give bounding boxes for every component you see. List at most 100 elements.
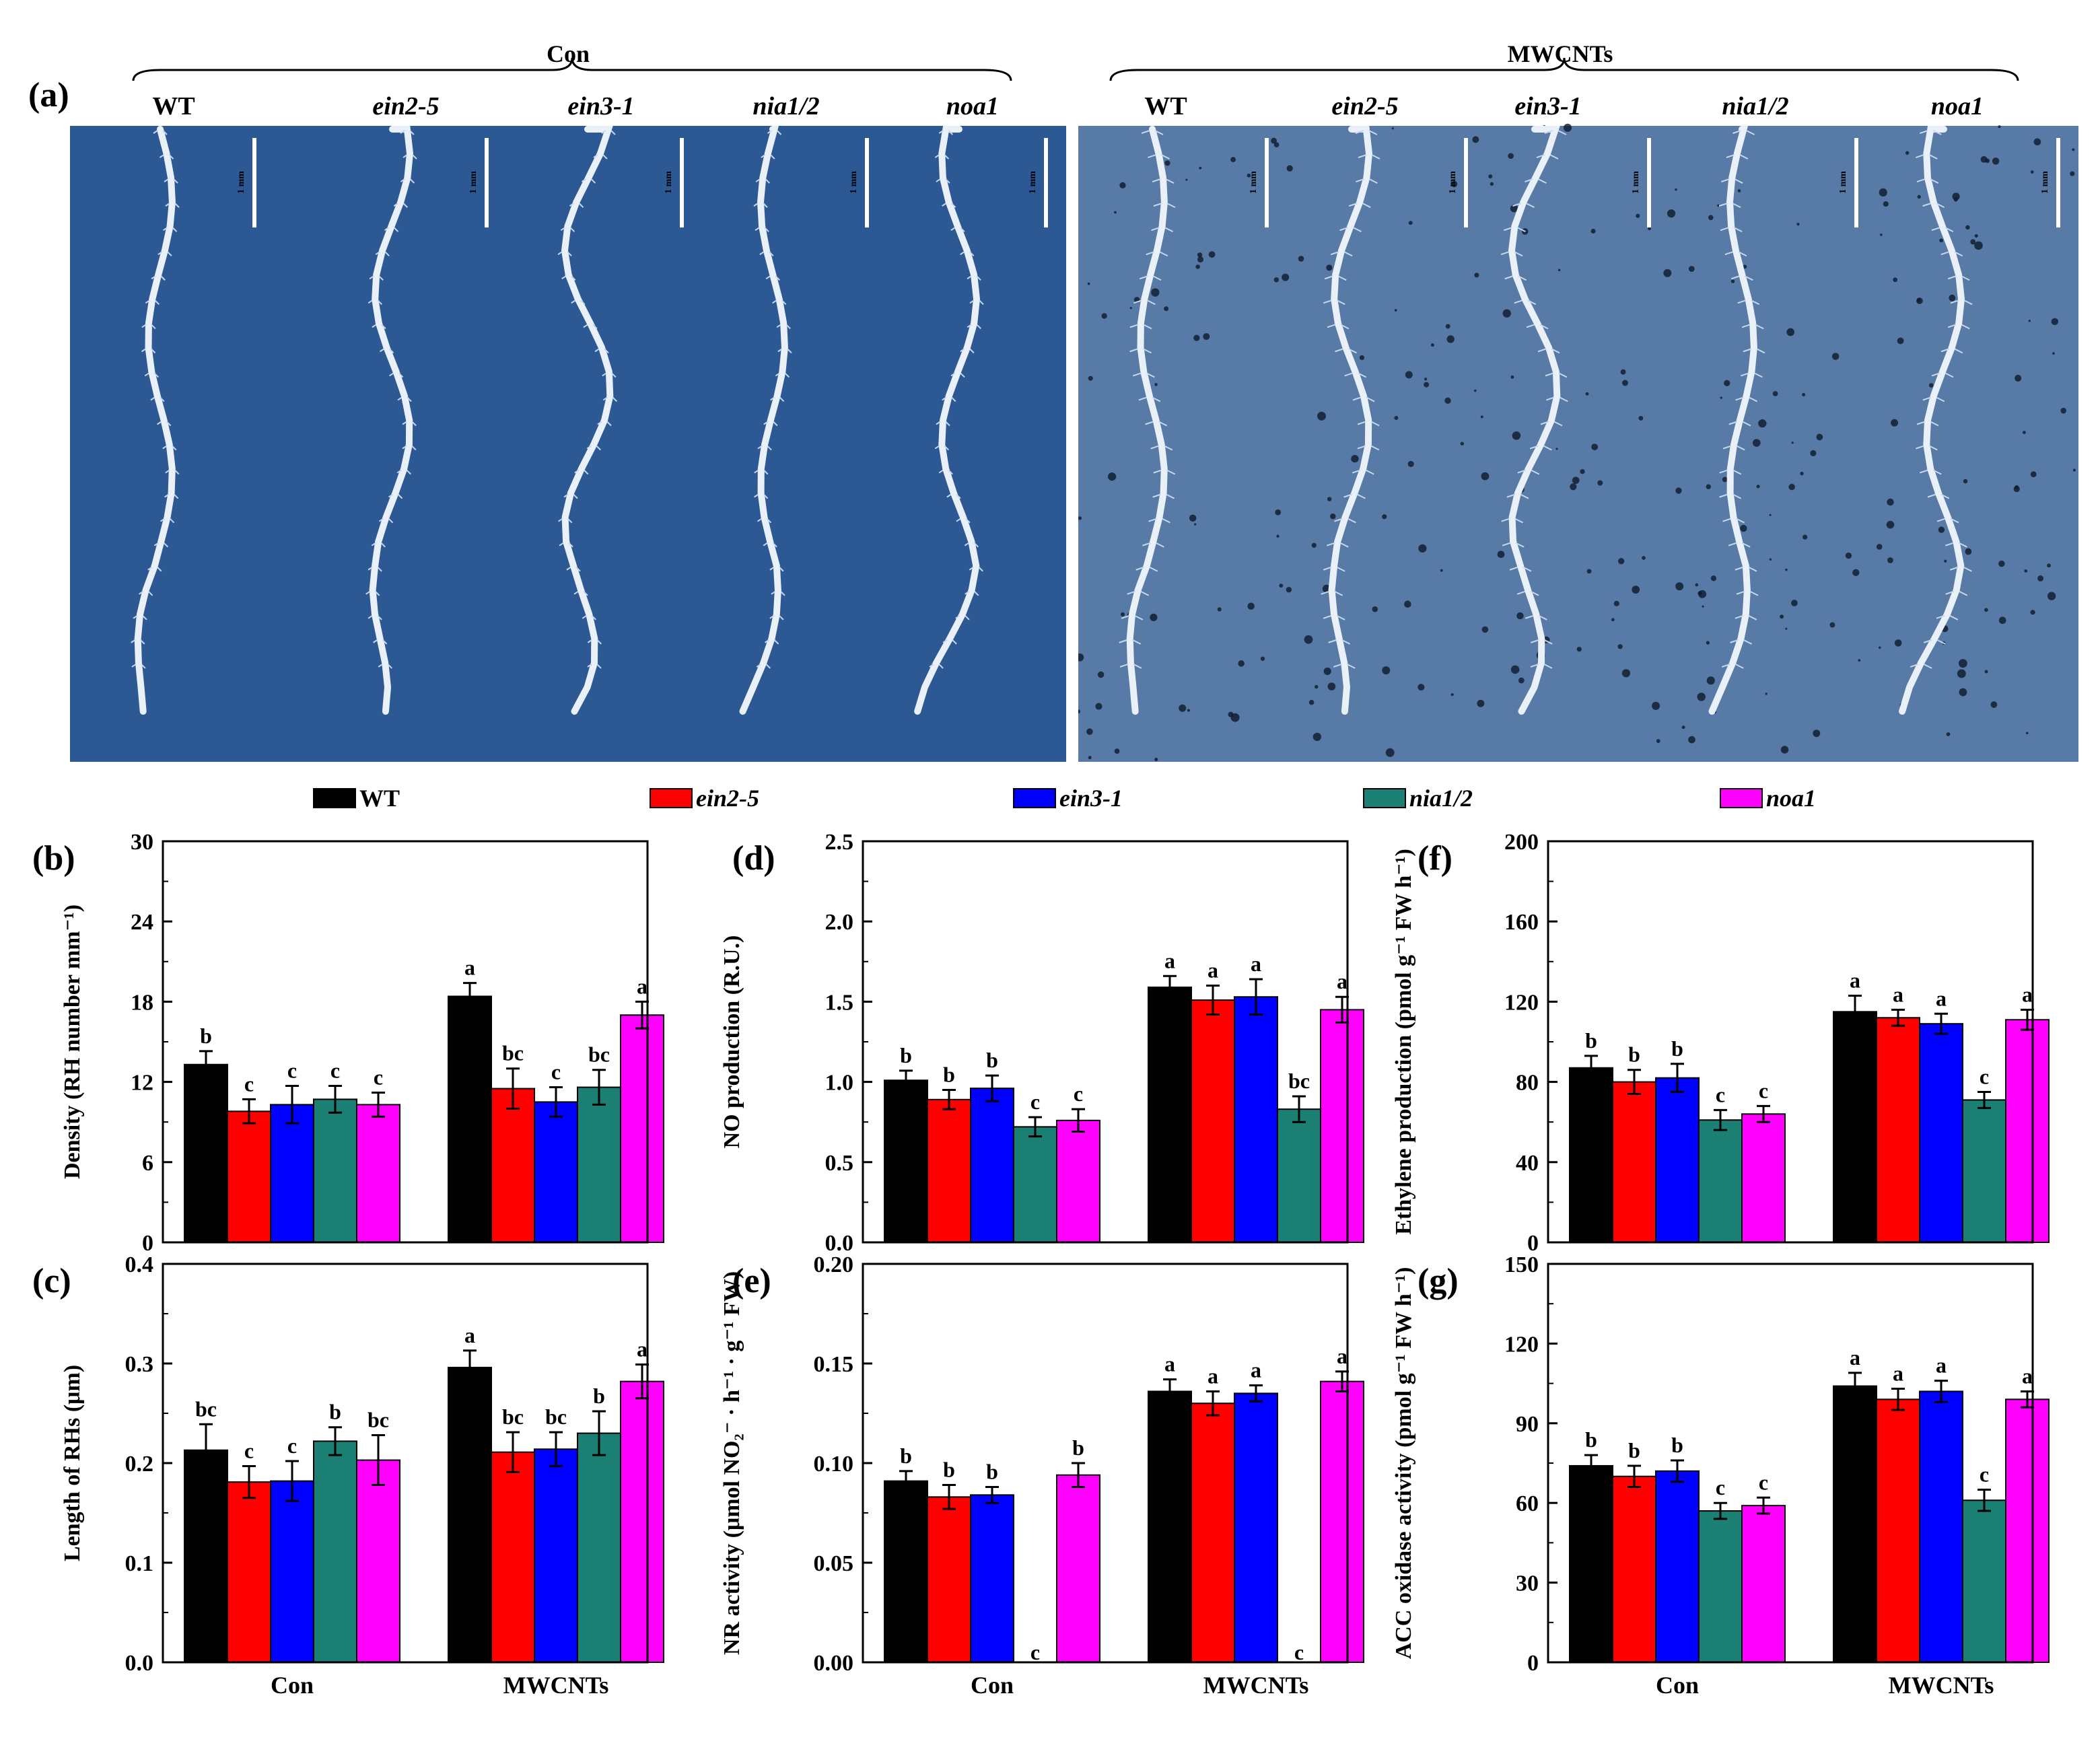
significance-letter: c [1074,1082,1083,1106]
photo-background [1078,126,2078,762]
nanotube-speck [1203,332,1210,341]
nanotube-speck [1974,241,1983,250]
root-hair [1119,639,1128,643]
root-axis [739,126,788,715]
root-hair [761,154,766,158]
significance-letter: c [287,1059,297,1083]
root-hair [964,542,969,546]
root-hair [773,421,778,427]
nanotube-speck [1230,713,1240,722]
bar-con-ein2-5 [927,1098,971,1243]
root-hair [979,299,984,305]
root-hair [1146,372,1155,378]
nanotube-speck [1949,294,1956,302]
root-hair [1755,324,1764,330]
root-hair [1323,566,1332,571]
y-tick-label: 0 [142,1231,153,1256]
nanotube-speck [1756,485,1760,489]
error-bar [328,1426,342,1456]
significance-letter: b [900,1043,912,1067]
nanotube-speck [1621,669,1631,678]
root-hair [942,203,947,207]
root-photo-panel: (a) Con WT 1 mm ein2-5 1 mm ein3-1 1 mm nia1/2 1 … [28,40,2078,762]
root-hair [369,275,374,280]
nanotube-speck [1656,739,1660,743]
nanotube-speck [1984,670,1988,674]
root-hair [956,493,961,499]
significance-letter: b [1585,1028,1597,1053]
root-hair [602,372,607,377]
nanotube-speck [1315,684,1319,689]
group-brace [1109,57,2019,81]
error-bar [463,982,477,1011]
root-hair [1152,275,1162,281]
root-hair [969,566,974,571]
root-hair [1501,518,1510,522]
root-hair [1930,178,1939,184]
root-hair [1516,590,1526,595]
root-hair [150,348,156,354]
nanotube-speck [1382,514,1387,520]
root-hair [610,130,616,135]
root-hair [1134,614,1144,621]
root-hair [602,154,608,159]
root-hair [586,445,592,450]
root-hair [559,542,564,546]
root-hair [591,615,596,621]
panel-label: (f) [1418,839,1452,878]
root-hair [384,251,390,256]
root-hair [573,590,579,595]
significance-letter: b [900,1444,912,1468]
significance-letter: a [2022,982,2033,1006]
root-hair [388,493,394,498]
root [1500,126,1568,715]
nanotube-speck [1622,380,1628,386]
bar-con-noa1 [1056,1474,1100,1663]
root-hair [365,590,371,595]
y-axis-label: Density (RH number mm⁻¹) [60,905,85,1179]
root-hair [779,567,784,572]
nanotube-speck [1984,608,1988,612]
nanotube-speck [1620,369,1626,375]
error-bar [1072,1462,1085,1489]
root-hair [1348,203,1358,207]
nanotube-speck [1780,614,1784,619]
root-hair [374,591,380,596]
root-hair [563,493,569,498]
root-hair [141,324,147,328]
root-hair [1741,324,1751,328]
root-hair [403,203,408,208]
y-tick-label: 24 [131,910,153,935]
root-hair [402,421,407,425]
nanotube-speck [1275,509,1282,516]
root-hair [1549,154,1559,159]
nanotube-speck [1938,526,1945,533]
root-axis [1899,126,1965,715]
nanotube-speck [1617,558,1625,565]
root-hair [1323,614,1332,619]
root-hair [1940,348,1950,353]
error-bar [942,1089,956,1110]
nanotube-speck [1675,188,1677,191]
root-hair [1749,590,1759,596]
nanotube-speck [1508,153,1514,159]
root-hair [142,615,147,621]
bar-mwcnts-wt [1833,1385,1877,1663]
root-hair [1340,324,1350,330]
root-hair [1720,227,1729,232]
root-hair [1121,614,1130,619]
root-hair [773,639,779,645]
nanotube-speck [1638,415,1644,421]
root-hair [1954,251,1963,257]
root-hair [1543,639,1553,645]
root-hair [381,324,386,330]
panel-label: (g) [1418,1262,1459,1300]
root-hair [771,590,776,595]
root-hair [153,372,160,378]
root-hair [1721,663,1730,668]
root-hair [944,445,950,451]
bar-mwcnts-ein2-5 [1876,1017,1920,1243]
root-hair [1166,469,1176,475]
bar-con-wt [884,1480,928,1663]
